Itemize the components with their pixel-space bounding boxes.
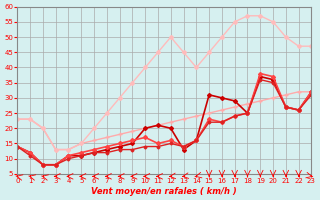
X-axis label: Vent moyen/en rafales ( km/h ): Vent moyen/en rafales ( km/h ) <box>92 187 237 196</box>
